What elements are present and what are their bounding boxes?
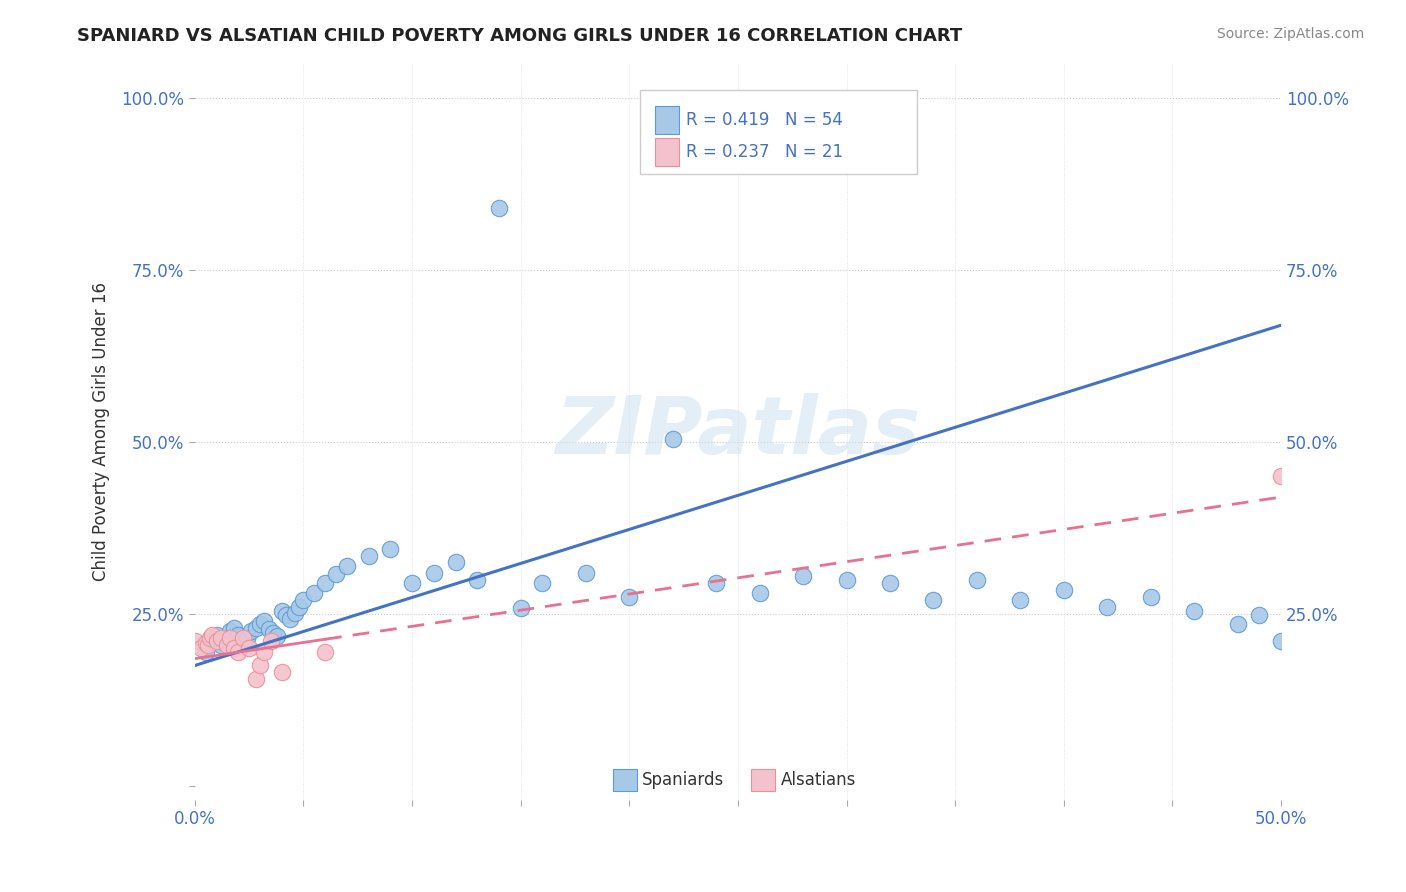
FancyBboxPatch shape — [640, 90, 917, 174]
Point — [531, 576, 554, 591]
Point — [922, 593, 945, 607]
Point — [194, 636, 217, 650]
Point — [205, 634, 228, 648]
Point — [245, 621, 267, 635]
Point — [704, 576, 727, 591]
Text: Alsatians: Alsatians — [782, 771, 856, 789]
Point — [748, 586, 770, 600]
Point — [661, 432, 683, 446]
Point — [194, 645, 217, 659]
Point — [262, 626, 284, 640]
Point — [835, 573, 858, 587]
Point — [226, 627, 249, 641]
Point — [304, 586, 326, 600]
Point — [1226, 617, 1249, 632]
Point — [619, 590, 641, 604]
Text: R = 0.237: R = 0.237 — [686, 143, 769, 161]
Point — [270, 603, 292, 617]
Point — [488, 202, 510, 216]
Point — [966, 573, 988, 587]
Point — [201, 627, 224, 641]
Point — [1182, 603, 1205, 617]
Point — [253, 645, 276, 659]
Point — [201, 634, 224, 648]
Point — [270, 665, 292, 680]
Point — [226, 645, 249, 659]
Point — [465, 573, 488, 587]
Point — [1270, 634, 1292, 648]
Point — [249, 658, 271, 673]
Point — [380, 541, 402, 556]
Point — [357, 549, 380, 563]
Text: N = 54: N = 54 — [785, 111, 842, 129]
Text: Spaniards: Spaniards — [643, 771, 724, 789]
Point — [266, 629, 288, 643]
Point — [198, 631, 221, 645]
Point — [209, 638, 232, 652]
Point — [257, 622, 280, 636]
Point — [197, 638, 219, 652]
Point — [232, 634, 254, 648]
Point — [209, 631, 232, 645]
Point — [222, 641, 245, 656]
Point — [1139, 590, 1161, 604]
Point — [1249, 608, 1271, 623]
Point — [240, 624, 263, 639]
Text: ZIPatlas: ZIPatlas — [555, 392, 921, 471]
Point — [217, 631, 239, 645]
Point — [401, 576, 423, 591]
Point — [245, 672, 267, 686]
Point — [217, 638, 239, 652]
Point — [1053, 582, 1076, 597]
Point — [1095, 600, 1118, 615]
Point — [274, 608, 297, 623]
Point — [218, 624, 240, 639]
Point — [314, 645, 336, 659]
FancyBboxPatch shape — [655, 106, 679, 134]
FancyBboxPatch shape — [655, 137, 679, 166]
Point — [575, 566, 598, 580]
Point — [205, 627, 228, 641]
Text: SPANIARD VS ALSATIAN CHILD POVERTY AMONG GIRLS UNDER 16 CORRELATION CHART: SPANIARD VS ALSATIAN CHILD POVERTY AMONG… — [77, 27, 963, 45]
Point — [509, 601, 531, 615]
Point — [292, 593, 315, 607]
Text: R = 0.419: R = 0.419 — [686, 111, 769, 129]
Point — [253, 614, 276, 628]
FancyBboxPatch shape — [751, 769, 775, 790]
Point — [1270, 469, 1292, 483]
Point — [336, 558, 359, 573]
Point — [232, 631, 254, 645]
Point — [236, 631, 259, 645]
Point — [280, 612, 302, 626]
Point — [260, 634, 283, 648]
Point — [184, 634, 207, 648]
Point — [325, 567, 347, 582]
FancyBboxPatch shape — [613, 769, 637, 790]
Point — [879, 576, 901, 591]
Point — [1010, 593, 1032, 607]
Point — [423, 566, 446, 580]
Point — [284, 606, 307, 620]
Point — [288, 600, 311, 615]
Point — [314, 576, 336, 591]
Point — [222, 621, 245, 635]
Point — [190, 641, 212, 656]
Y-axis label: Child Poverty Among Girls Under 16: Child Poverty Among Girls Under 16 — [93, 282, 110, 582]
Text: N = 21: N = 21 — [785, 143, 842, 161]
Text: Source: ZipAtlas.com: Source: ZipAtlas.com — [1216, 27, 1364, 41]
Point — [238, 641, 260, 656]
Point — [218, 631, 240, 645]
Point — [249, 617, 271, 632]
Point — [444, 555, 467, 569]
Point — [792, 569, 814, 583]
